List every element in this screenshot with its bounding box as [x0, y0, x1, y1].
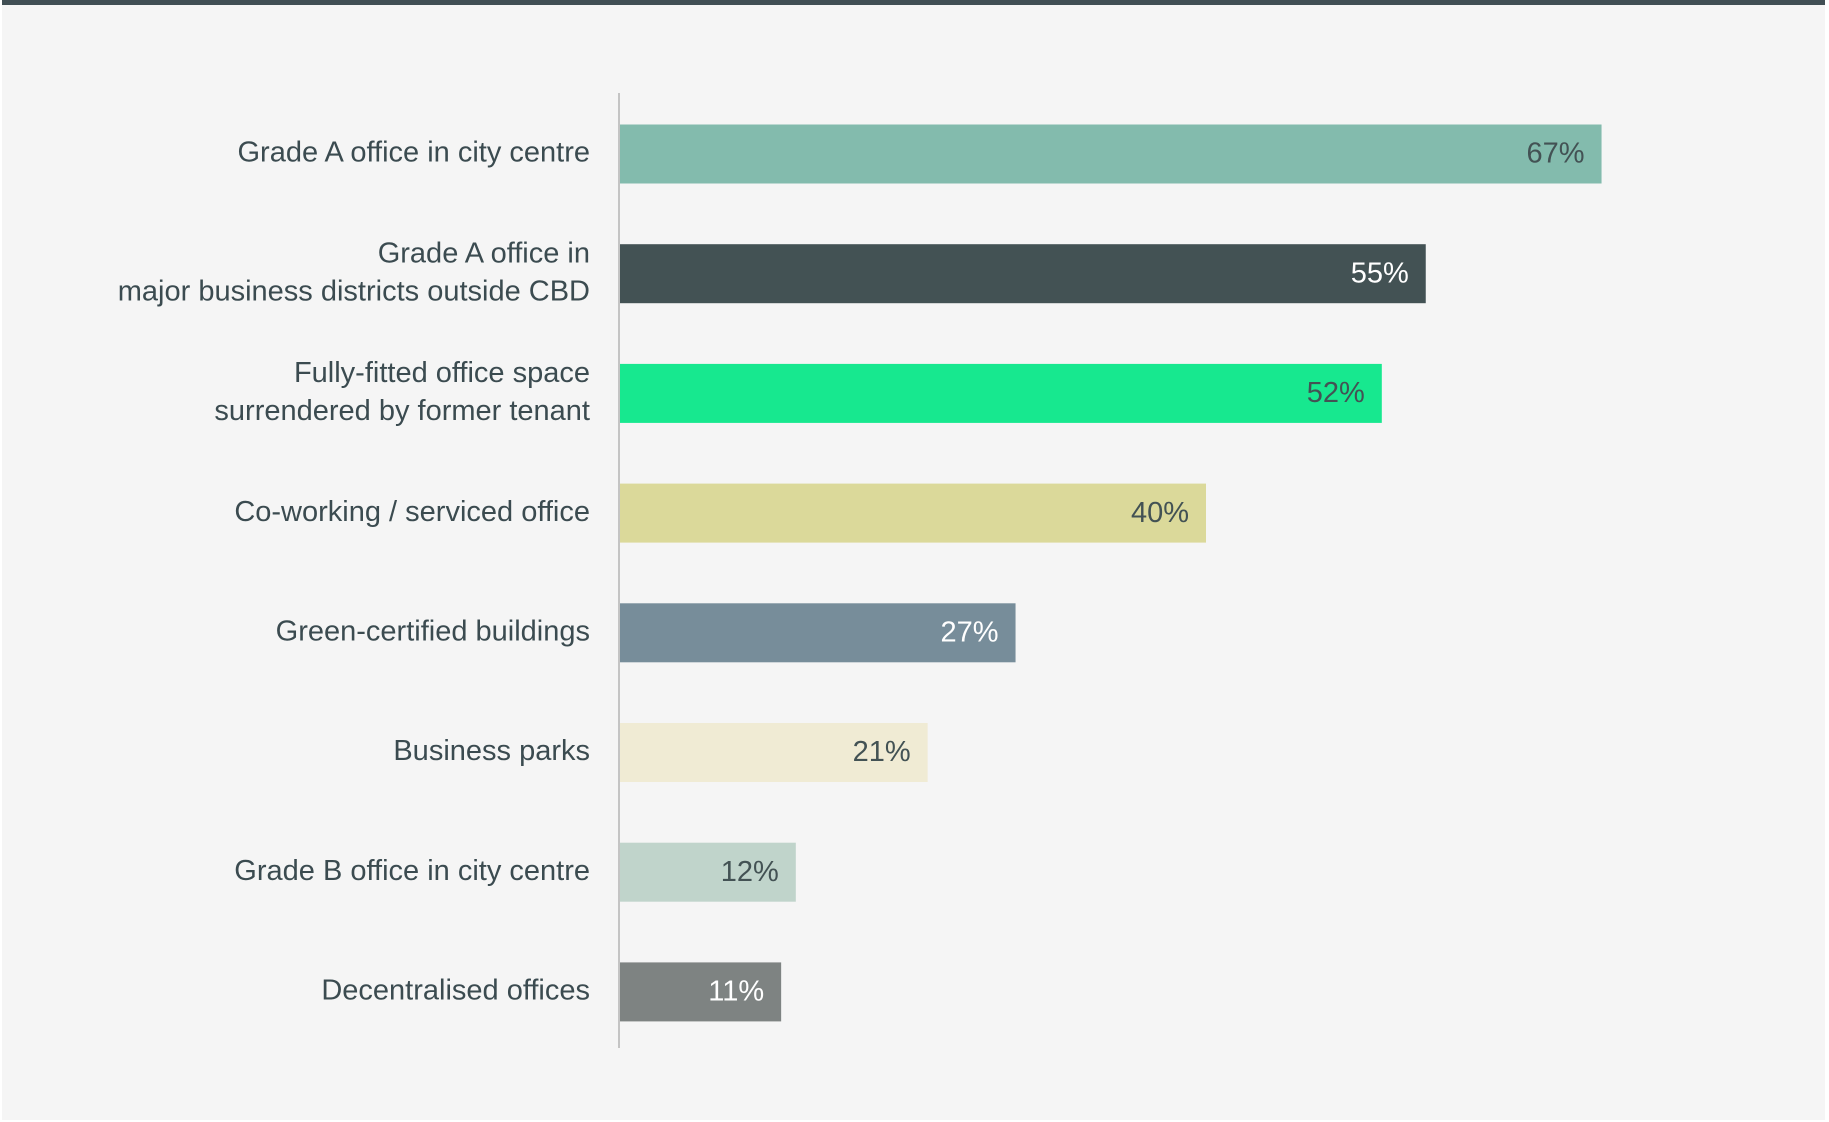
- top-rule: [2, 0, 1825, 5]
- value-label-1: 55%: [1351, 257, 1409, 289]
- bar-0: [620, 124, 1602, 184]
- category-labels-group: Grade A office in city centre Grade A off…: [118, 137, 590, 1007]
- bar-6: [620, 842, 796, 902]
- category-label-7: Decentralised offices: [321, 975, 590, 1007]
- value-label-7: 11%: [708, 976, 764, 1008]
- bars-group: [620, 124, 1602, 1022]
- bar-4: [620, 603, 1016, 663]
- value-labels-group: 67% 55% 52% 40% 27% 21% 12% 11%: [708, 138, 1584, 1008]
- category-label-2-line-0: Fully-fitted office space: [294, 357, 590, 389]
- bar-2: [620, 363, 1382, 423]
- category-label-1-line-1: major business districts outside CBD: [118, 275, 590, 307]
- category-label-2-line-1: surrendered by former tenant: [214, 395, 590, 427]
- category-label-1-line-0: Grade A office in: [378, 237, 590, 269]
- category-label-4: Green-certified buildings: [276, 615, 590, 647]
- value-label-4: 27%: [941, 616, 999, 648]
- category-label-3: Co-working / serviced office: [234, 496, 590, 528]
- value-label-0: 67%: [1527, 138, 1585, 170]
- category-label-5: Business parks: [393, 735, 590, 767]
- value-label-5: 21%: [853, 736, 911, 768]
- bar-3: [620, 483, 1206, 543]
- value-label-3: 40%: [1131, 497, 1189, 529]
- bar-5: [620, 723, 928, 782]
- category-label-6: Grade B office in city centre: [234, 855, 590, 887]
- category-label-0: Grade A office in city centre: [238, 137, 591, 169]
- bar-1: [620, 244, 1426, 304]
- value-label-2: 52%: [1307, 377, 1365, 409]
- bar-7: [620, 962, 782, 1022]
- value-label-6: 12%: [721, 856, 779, 888]
